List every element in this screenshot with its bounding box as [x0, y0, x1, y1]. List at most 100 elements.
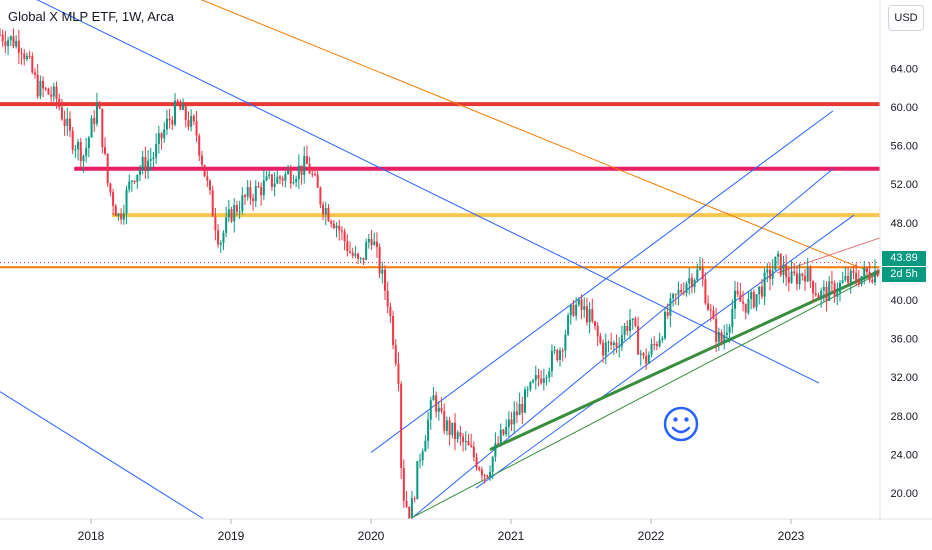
- candle-body: [195, 121, 198, 136]
- y-tick-label: 28.00: [890, 411, 918, 423]
- candle-body: [470, 445, 473, 447]
- candle-body: [265, 176, 268, 181]
- candle-body: [793, 271, 796, 274]
- candle-body: [184, 104, 187, 120]
- candle-body: [849, 270, 852, 283]
- candle-body: [758, 286, 761, 295]
- candle-body: [645, 355, 648, 364]
- candle-body: [63, 119, 66, 126]
- candle-body: [71, 130, 74, 150]
- candle-body: [445, 420, 448, 431]
- candle-body: [734, 290, 736, 309]
- candle-body: [782, 264, 785, 275]
- y-tick-label: 40.00: [890, 295, 918, 307]
- candle-body: [623, 325, 626, 336]
- trend-line: [412, 272, 880, 518]
- candle-body: [421, 451, 424, 461]
- candle-body: [626, 325, 629, 331]
- currency-button[interactable]: USD: [888, 5, 924, 31]
- candle-body: [233, 205, 236, 222]
- candle-body: [273, 183, 276, 187]
- candle-body: [483, 475, 486, 477]
- candle-body: [532, 380, 535, 383]
- candle-body: [227, 209, 230, 218]
- candle-body: [324, 208, 327, 215]
- trend-line: [0, 391, 205, 519]
- candle-body: [303, 156, 306, 175]
- candle-body: [755, 294, 758, 308]
- candle-body: [375, 241, 378, 248]
- candle-body: [15, 40, 18, 47]
- candle-body: [599, 336, 602, 343]
- candle-body: [825, 286, 828, 301]
- candle-body: [424, 440, 427, 452]
- candle-body: [12, 36, 15, 47]
- candle-body: [809, 267, 812, 282]
- y-tick-label: 24.00: [890, 449, 918, 461]
- candle-body: [141, 157, 144, 170]
- candle-body: [701, 268, 704, 280]
- candle-body: [841, 280, 844, 283]
- candle-body: [238, 211, 241, 213]
- candle-body: [594, 321, 596, 326]
- candle-body: [750, 292, 753, 299]
- trend-line: [776, 237, 880, 274]
- candle-body: [618, 346, 621, 348]
- candle-body: [451, 422, 454, 435]
- candle-body: [338, 225, 341, 231]
- candle-body: [489, 472, 491, 477]
- candle-body: [507, 419, 510, 427]
- candle-body: [561, 350, 564, 352]
- candle-body: [427, 419, 430, 441]
- candle-body: [728, 326, 731, 333]
- candle-body: [402, 467, 405, 501]
- candle-body: [392, 315, 395, 346]
- candle-body: [322, 204, 325, 215]
- candle-body: [559, 350, 561, 360]
- candle-body: [114, 205, 117, 216]
- candle-body: [373, 241, 376, 245]
- candle-body: [752, 292, 755, 308]
- candle-body: [389, 306, 392, 316]
- candle-body: [868, 271, 871, 280]
- candle-body: [25, 55, 28, 60]
- candle-body: [658, 339, 661, 347]
- candle-body: [610, 341, 613, 345]
- candle-body: [260, 187, 263, 196]
- candle-body: [817, 295, 820, 299]
- candle-body: [50, 94, 53, 97]
- candle-body: [785, 264, 788, 278]
- candle-body: [58, 98, 61, 108]
- candle-body: [723, 334, 726, 343]
- candle-body: [147, 160, 150, 172]
- candle-body: [246, 187, 249, 197]
- candle-body: [163, 129, 166, 139]
- candle-body: [1, 34, 4, 42]
- candle-body: [39, 80, 42, 97]
- candle-body: [852, 270, 855, 273]
- candle-body: [405, 500, 408, 507]
- candle-body: [297, 165, 300, 180]
- candle-body: [300, 165, 303, 175]
- candle-body: [349, 251, 351, 253]
- candle-body: [629, 319, 631, 331]
- candle-body: [494, 443, 497, 457]
- candle-body: [537, 375, 540, 379]
- candle-body: [252, 198, 255, 202]
- candle-body: [467, 440, 470, 446]
- candle-body: [822, 286, 825, 291]
- trend-line: [475, 214, 855, 489]
- candle-body: [524, 389, 526, 413]
- candle-body: [365, 242, 368, 260]
- candle-body: [381, 269, 384, 274]
- candle-body: [812, 281, 815, 294]
- candle-body: [774, 256, 777, 271]
- candle-body: [203, 164, 206, 177]
- candle-body: [79, 142, 82, 162]
- candle-body: [725, 332, 728, 335]
- candle-body: [709, 309, 712, 311]
- candle-body: [125, 189, 128, 214]
- candle-body: [769, 269, 771, 279]
- candle-body: [685, 283, 688, 293]
